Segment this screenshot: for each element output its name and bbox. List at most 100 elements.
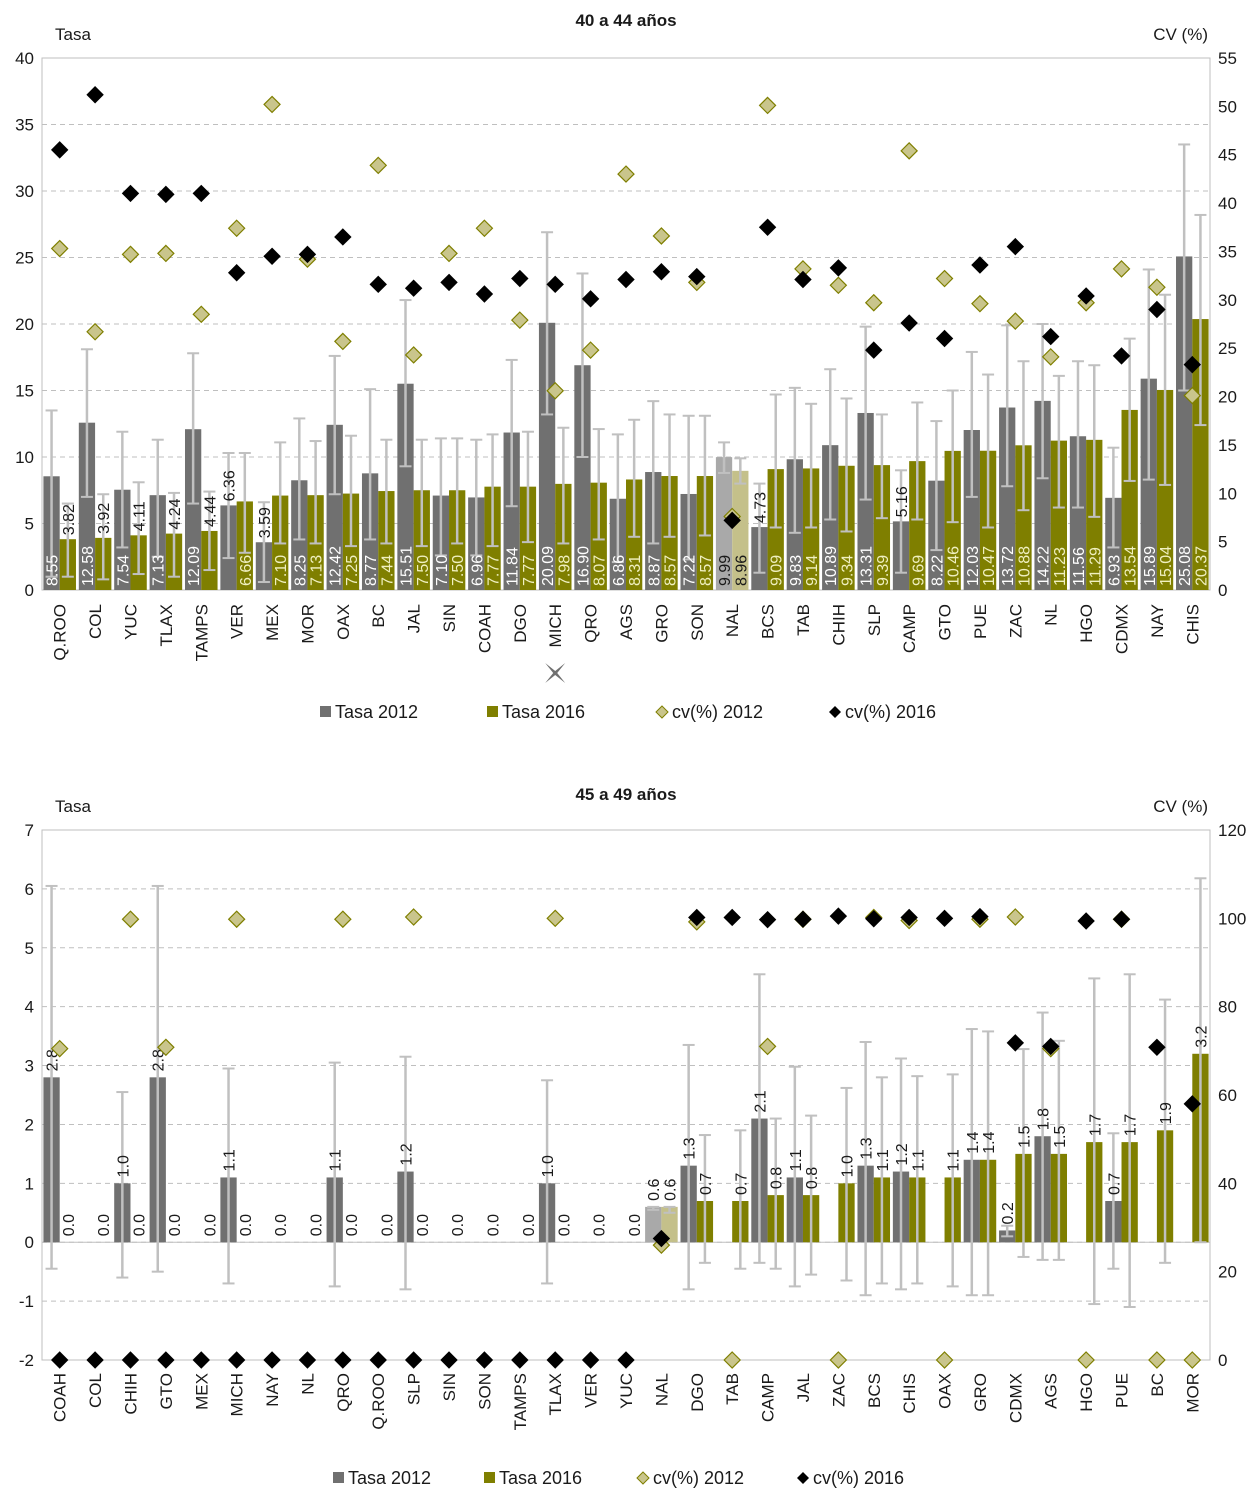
marker-cv-2016 bbox=[511, 1351, 529, 1369]
y-tick-label: -1 bbox=[19, 1292, 34, 1311]
category-label: NAY bbox=[1148, 604, 1167, 638]
marker-cv-2016 bbox=[1112, 910, 1131, 928]
bar-tasa-2016 bbox=[1192, 319, 1209, 590]
legend-label: Tasa 2012 bbox=[348, 1468, 431, 1488]
marker-cv-2016 bbox=[298, 1351, 317, 1369]
data-label-tasa-2016: 1.5 bbox=[1052, 1126, 1069, 1148]
category-label: PUE bbox=[1113, 1373, 1132, 1408]
marker-cv-2016 bbox=[86, 86, 104, 104]
y-tick-label: 15 bbox=[15, 382, 34, 401]
marker-cv-2016 bbox=[865, 910, 883, 928]
data-label-tasa-2016: 0.7 bbox=[733, 1173, 750, 1195]
category-label: BC bbox=[1148, 1373, 1167, 1397]
legend-swatch-cv-2012 bbox=[655, 705, 669, 719]
data-label-tasa-2012: 8.77 bbox=[363, 555, 380, 586]
category-label: SON bbox=[688, 604, 707, 641]
category-label: YUC bbox=[617, 1373, 636, 1409]
category-label: COL bbox=[86, 1373, 105, 1408]
data-label-tasa-2016: 0.0 bbox=[344, 1214, 361, 1236]
y-right-tick-label: 15 bbox=[1218, 436, 1237, 455]
chart-2: 45 a 49 años Tasa CV (%) -2 -1 0 1 2 3 4 5 6 7 0 20 40 6… bbox=[19, 785, 1247, 1488]
data-label-tasa-2012: 7.54 bbox=[115, 555, 132, 586]
legend-label: Tasa 2016 bbox=[499, 1468, 582, 1488]
marker-cv-2012 bbox=[1183, 1351, 1202, 1369]
data-label-tasa-2016: 13.54 bbox=[1123, 546, 1140, 586]
marker-cv-2012 bbox=[157, 244, 175, 263]
category-label: TAMPS bbox=[192, 604, 211, 661]
marker-cv-2012 bbox=[510, 311, 529, 329]
marker-cv-2016 bbox=[263, 1351, 281, 1369]
marker-cv-2016 bbox=[1042, 327, 1060, 346]
y-tick-label: 20 bbox=[15, 315, 34, 334]
marker-cv-2016 bbox=[440, 1351, 458, 1369]
category-label: COAH bbox=[475, 604, 494, 653]
category-label: QRO bbox=[334, 1373, 353, 1412]
data-label-tasa-2016: 7.77 bbox=[521, 555, 538, 586]
category-label: OAX bbox=[936, 1373, 955, 1409]
bar-tasa-2012 bbox=[963, 430, 980, 590]
category-label: GRO bbox=[652, 604, 671, 643]
data-label-tasa-2012: 0.7 bbox=[1106, 1173, 1123, 1195]
y-right-tick-label: 10 bbox=[1218, 484, 1237, 503]
marker-cv-2016 bbox=[723, 511, 741, 530]
legend-swatch-tasa-2016 bbox=[487, 706, 498, 717]
data-label-tasa-2012: 8.25 bbox=[292, 555, 309, 586]
y-tick-label: 30 bbox=[15, 182, 34, 201]
y-right-tick-label: 50 bbox=[1218, 97, 1237, 116]
category-label: TLAX bbox=[546, 1373, 565, 1416]
data-label-tasa-2016: 11.23 bbox=[1052, 547, 1069, 586]
marker-cv-2016 bbox=[369, 1351, 387, 1369]
marker-cv-2012 bbox=[333, 332, 352, 351]
marker-cv-2016 bbox=[511, 269, 529, 288]
data-label-tasa-2016: 1.0 bbox=[840, 1155, 857, 1177]
marker-cv-2012 bbox=[829, 1351, 848, 1369]
y-tick-label: 7 bbox=[25, 821, 34, 840]
y-right-tick-label: 30 bbox=[1218, 291, 1237, 310]
data-label-tasa-2016: 1.9 bbox=[1158, 1102, 1175, 1124]
marker-cv-2016 bbox=[475, 285, 494, 303]
data-label-tasa-2016: 7.50 bbox=[450, 555, 467, 586]
legend-label: cv(%) 2012 bbox=[653, 1468, 744, 1488]
marker-cv-2016 bbox=[440, 273, 458, 292]
data-label-tasa-2012: 7.10 bbox=[434, 555, 451, 586]
category-label: CDMX bbox=[1006, 1373, 1025, 1423]
category-label: CAMP bbox=[759, 1373, 778, 1422]
marker-cv-2016 bbox=[865, 341, 883, 359]
legend-swatch-tasa-2012 bbox=[333, 1472, 344, 1483]
category-label: BC bbox=[369, 604, 388, 628]
y-axis-right-label: CV (%) bbox=[1153, 25, 1208, 44]
marker-cv-2012 bbox=[50, 1039, 69, 1058]
data-label-tasa-2016: 3.2 bbox=[1193, 1025, 1210, 1047]
data-label-tasa-2016: 4.44 bbox=[202, 496, 219, 527]
data-label-tasa-2012: 1.3 bbox=[859, 1137, 876, 1159]
data-label-tasa-2016: 0.0 bbox=[96, 1214, 113, 1236]
marker-cv-2012 bbox=[440, 244, 458, 263]
bar-tasa-2012 bbox=[999, 407, 1016, 590]
data-label-tasa-2016: 1.5 bbox=[1016, 1126, 1033, 1148]
category-label: Q.ROO bbox=[369, 1373, 388, 1430]
data-label-tasa-2016: 0.0 bbox=[627, 1214, 644, 1236]
data-label-tasa-2012: 10.89 bbox=[823, 546, 840, 586]
legend-swatch-tasa-2012 bbox=[320, 706, 331, 717]
marker-cv-2016 bbox=[227, 1351, 246, 1369]
bar-tasa-2012 bbox=[715, 457, 733, 590]
bar-tasa-2012 bbox=[78, 422, 96, 590]
chart-title: 45 a 49 años bbox=[575, 785, 676, 804]
marker-cv-2016 bbox=[1183, 1095, 1202, 1113]
marker-cv-2016 bbox=[829, 907, 848, 925]
category-label: DGO bbox=[688, 1373, 707, 1412]
category-label: AGS bbox=[617, 604, 636, 640]
y-right-tick-label: 45 bbox=[1218, 146, 1237, 165]
data-label-tasa-2016: 1.1 bbox=[946, 1149, 963, 1171]
data-label-tasa-2012: 12.42 bbox=[328, 546, 345, 586]
bar-tasa-2012 bbox=[1140, 378, 1157, 590]
marker-cv-2016 bbox=[581, 1351, 600, 1369]
data-label-tasa-2016: 7.10 bbox=[273, 555, 290, 586]
marker-cv-2016 bbox=[1006, 1034, 1025, 1052]
bar-tasa-2012 bbox=[1034, 400, 1051, 590]
marker-cv-2016 bbox=[192, 184, 210, 203]
marker-cv-2016 bbox=[829, 259, 848, 277]
data-label-tasa-2016: 0.0 bbox=[273, 1214, 290, 1236]
chart-1: 40 a 44 años Tasa CV (%) 0 5 10 15 20 25 30 35 40 0 5… bbox=[15, 11, 1237, 722]
y-right-tick-label: 0 bbox=[1218, 1351, 1227, 1370]
